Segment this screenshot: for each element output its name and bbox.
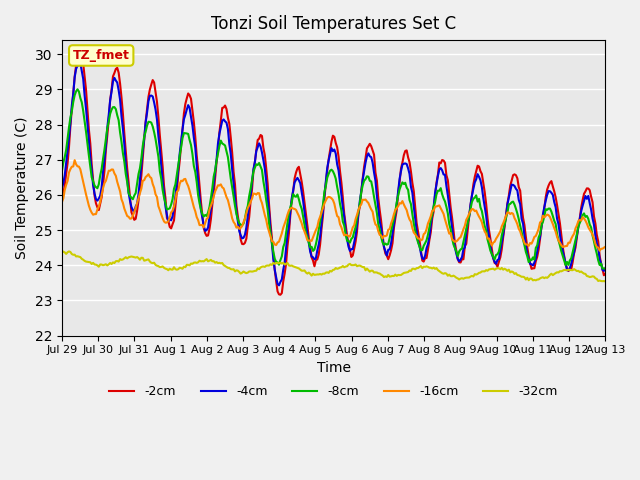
Title: Tonzi Soil Temperatures Set C: Tonzi Soil Temperatures Set C	[211, 15, 456, 33]
Legend: -2cm, -4cm, -8cm, -16cm, -32cm: -2cm, -4cm, -8cm, -16cm, -32cm	[104, 380, 563, 403]
Text: TZ_fmet: TZ_fmet	[73, 49, 130, 62]
X-axis label: Time: Time	[317, 361, 351, 375]
Y-axis label: Soil Temperature (C): Soil Temperature (C)	[15, 117, 29, 259]
